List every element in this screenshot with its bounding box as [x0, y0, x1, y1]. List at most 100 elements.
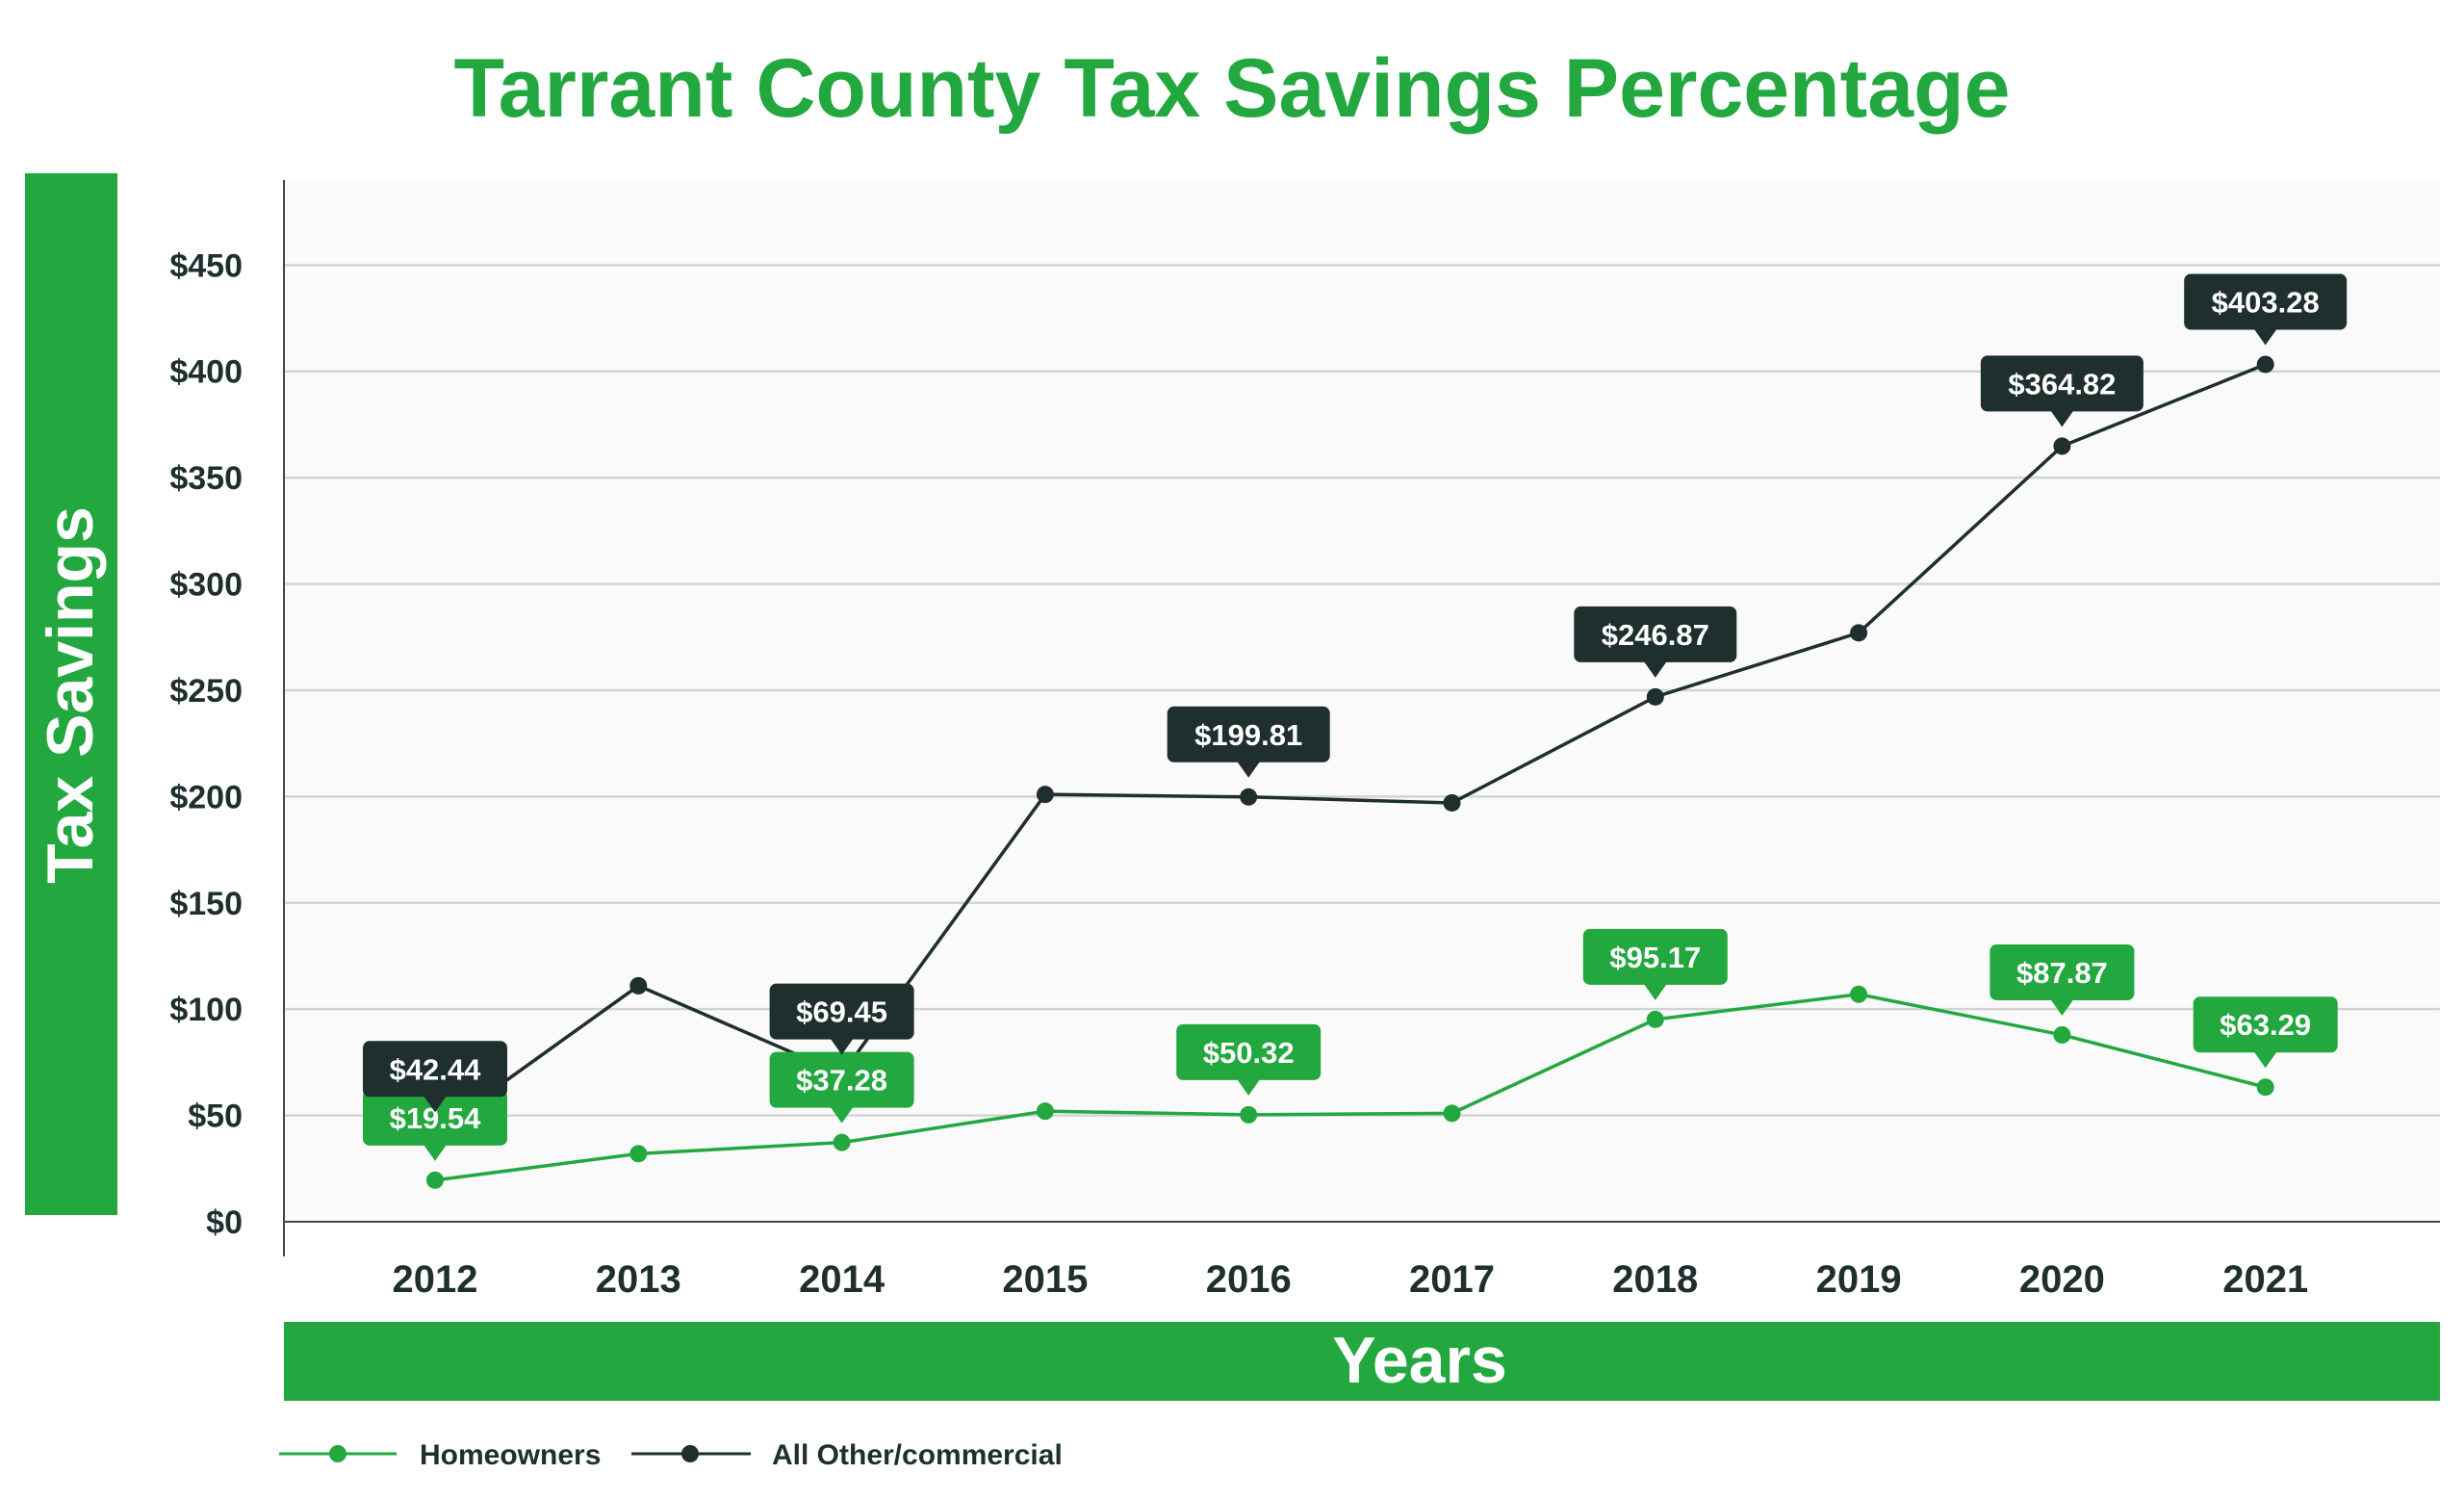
point-homeowners-2017	[1443, 1104, 1461, 1123]
data-label-all-other-commercial-2021: $403.28	[2184, 273, 2348, 346]
point-all-other-commercial-2016	[1240, 788, 1258, 806]
x-axis-title-band	[284, 1322, 2440, 1401]
point-all-other-commercial-2019	[1850, 624, 1868, 642]
data-label-pointer	[2253, 1051, 2277, 1069]
point-all-other-commercial-2018	[1646, 687, 1664, 706]
plot-area	[284, 180, 2440, 1222]
data-label-homeowners-2021: $63.29	[2193, 996, 2338, 1069]
x-tick-labels: 2012 2013 2014 2015 2016 2017 2018 2019 2020 2021	[393, 1258, 2309, 1301]
data-label-text: $50.32	[1203, 1036, 1295, 1070]
series-line-homeowners	[434, 992, 2267, 1182]
point-homeowners-2021	[2256, 1078, 2274, 1097]
y-tick-label: $100	[169, 992, 243, 1028]
legend-label-commercial: All Other/commercial	[772, 1439, 1063, 1471]
data-label-text: $95.17	[1609, 941, 1701, 974]
data-label-pointer	[2050, 998, 2074, 1016]
x-tick-label: 2014	[799, 1258, 886, 1301]
data-label-text: $87.87	[2016, 956, 2108, 990]
data-label-pointer	[1237, 1078, 1261, 1096]
data-label-homeowners-2020: $87.87	[1989, 943, 2135, 1016]
y-tick-label: $250	[169, 673, 243, 710]
legend-marker-commercial	[681, 1445, 699, 1462]
data-label-box	[1167, 706, 1330, 762]
x-tick-label: 2017	[1409, 1258, 1495, 1301]
series-line-all-other-commercial	[433, 362, 2267, 1133]
y-tick-label: $300	[169, 567, 243, 604]
data-label-pointer	[830, 1038, 854, 1055]
data-label-all-other-commercial-2018: $246.87	[1574, 606, 1737, 678]
point-all-other-commercial-2020	[2053, 437, 2071, 455]
x-tick-label: 2012	[393, 1258, 478, 1301]
data-label-text: $246.87	[1602, 618, 1709, 652]
x-tick-label: 2019	[1816, 1258, 1902, 1301]
point-homeowners-2018	[1646, 1010, 1664, 1028]
data-label-box	[1176, 1023, 1322, 1080]
data-label-pointer	[1643, 660, 1667, 678]
x-tick-label: 2018	[1612, 1258, 1698, 1301]
data-label-box	[1980, 355, 2143, 412]
data-label-box	[1582, 928, 1728, 985]
data-label-text: $199.81	[1194, 718, 1302, 752]
data-label-pointer	[2253, 328, 2277, 346]
data-label-text: $37.28	[796, 1064, 887, 1098]
legend: Homeowners All Other/commercial	[279, 1439, 1063, 1471]
data-label-box	[1574, 606, 1737, 662]
point-homeowners-2016	[1240, 1105, 1258, 1124]
data-label-text: $42.44	[390, 1052, 482, 1086]
data-label-pointer	[424, 1144, 447, 1161]
x-tick-label: 2020	[2019, 1258, 2105, 1301]
point-all-other-commercial-2021	[2256, 355, 2274, 374]
legend-label-homeowners: Homeowners	[420, 1439, 601, 1471]
point-all-other-commercial-2015	[1036, 786, 1054, 804]
data-label-all-other-commercial-2020: $364.82	[1980, 355, 2143, 427]
data-label-homeowners-2014: $37.28	[769, 1051, 914, 1124]
data-label-text: $364.82	[2008, 367, 2116, 401]
y-axis-title-band	[25, 173, 117, 1215]
data-labels: $19.54$37.28$50.32$95.17 $87.87$63.29$42.…	[363, 273, 2348, 1161]
x-tick-label: 2021	[2222, 1258, 2308, 1301]
data-label-pointer	[1643, 983, 1667, 1000]
y-tick-label: $150	[169, 886, 243, 922]
y-axis-title: Tax Savings	[34, 506, 107, 884]
point-homeowners-2015	[1036, 1102, 1054, 1121]
data-label-homeowners-2018: $95.17	[1582, 928, 1728, 1000]
point-homeowners-2020	[2053, 1025, 2071, 1044]
y-tick-label: $50	[188, 1098, 243, 1135]
x-tick-label: 2015	[1002, 1258, 1088, 1301]
data-label-all-other-commercial-2014: $69.45	[769, 983, 914, 1055]
y-tick-label: $200	[169, 779, 243, 815]
point-all-other-commercial-2013	[629, 976, 648, 995]
data-label-pointer	[830, 1106, 854, 1124]
data-label-box	[2193, 996, 2338, 1053]
data-label-box	[363, 1041, 507, 1098]
x-tick-label: 2016	[1206, 1258, 1292, 1301]
point-all-other-commercial-2017	[1443, 793, 1461, 812]
x-axis-title: Years	[1332, 1324, 1507, 1397]
data-label-box	[1989, 943, 2135, 1000]
data-label-homeowners-2016: $50.32	[1176, 1023, 1322, 1096]
data-label-all-other-commercial-2012: $42.44	[363, 1041, 507, 1113]
y-tick-label: $350	[169, 460, 243, 497]
point-homeowners-2014	[833, 1133, 851, 1151]
data-label-pointer	[1237, 761, 1261, 778]
y-tick-labels: $0 $50 $100 $150 $200 $250 $300 $350 $400 $450	[169, 247, 243, 1241]
data-label-box	[363, 1089, 507, 1146]
data-label-text: $63.29	[2220, 1008, 2311, 1042]
point-homeowners-2013	[629, 1145, 648, 1163]
data-label-pointer	[2050, 410, 2074, 427]
data-label-pointer	[424, 1096, 447, 1113]
gridlines	[284, 264, 2440, 1117]
y-tick-label: $400	[169, 354, 243, 391]
point-homeowners-2012	[426, 1171, 444, 1189]
chart-title: Tarrant County Tax Savings Percentage	[454, 42, 2011, 135]
x-tick-label: 2013	[596, 1258, 681, 1301]
data-label-all-other-commercial-2016: $199.81	[1167, 706, 1330, 778]
data-label-box	[2184, 273, 2348, 330]
y-tick-label: $450	[169, 247, 243, 284]
data-label-text: $403.28	[2212, 285, 2320, 319]
data-label-text: $69.45	[796, 995, 887, 1029]
legend-marker-homeowners	[329, 1445, 346, 1462]
point-homeowners-2019	[1850, 985, 1868, 1003]
series-layer	[426, 355, 2274, 1189]
